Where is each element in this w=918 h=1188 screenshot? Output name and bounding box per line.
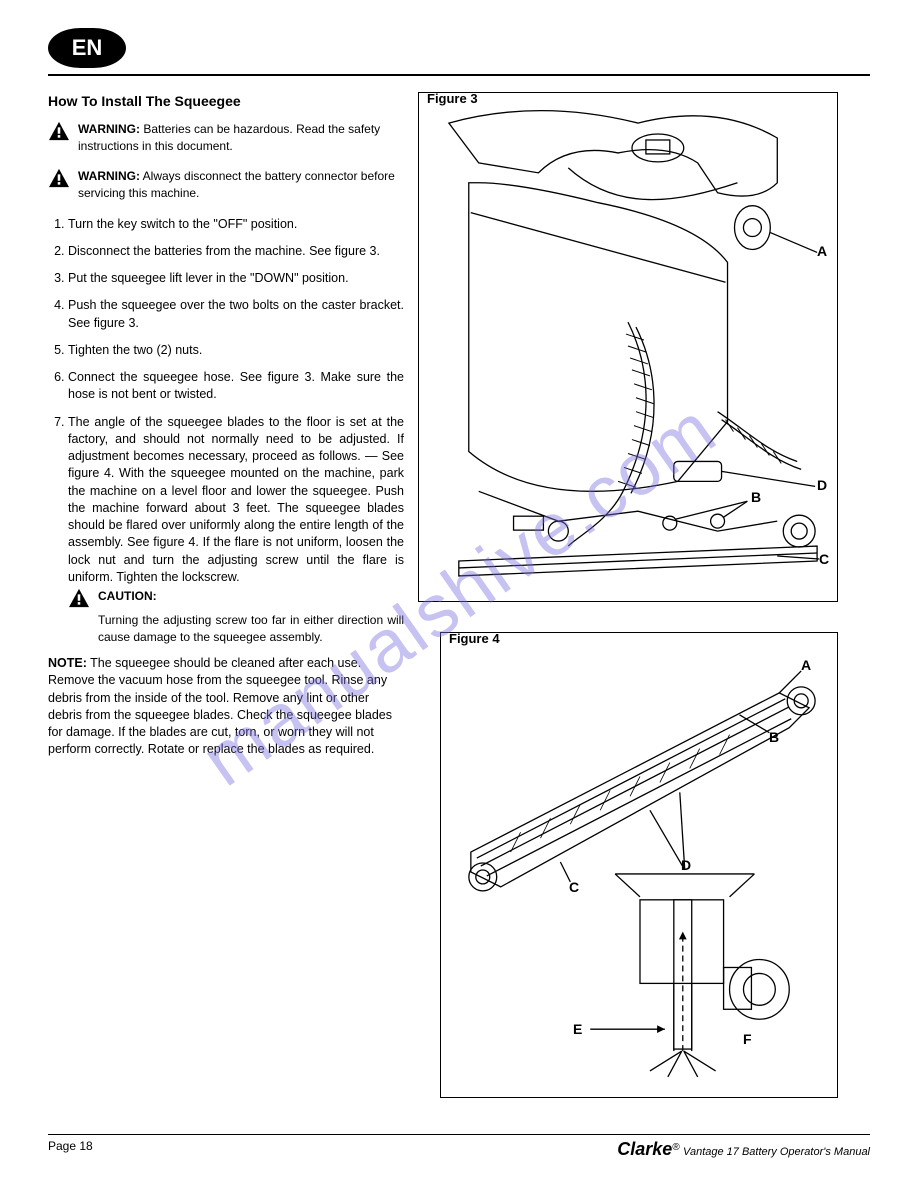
main-content: How To Install The Squeegee WARNING: Bat…: [48, 92, 870, 759]
caution-block: CAUTION: Turning the adjusting screw too…: [68, 588, 404, 645]
step-item: Push the squeegee over the two bolts on …: [68, 297, 404, 332]
footer-doc: Vantage 17 Battery Operator's Manual: [683, 1146, 870, 1158]
figure-3-diagram: [419, 93, 837, 601]
caution-label: CAUTION:: [98, 589, 157, 603]
note-block: NOTE: The squeegee should be cleaned aft…: [48, 655, 404, 759]
figure-4-callout-e: E: [573, 1021, 582, 1037]
step-item: The angle of the squeegee blades to the …: [68, 414, 404, 646]
warning-block-2: WARNING: Always disconnect the battery c…: [48, 168, 404, 201]
section-title: How To Install The Squeegee: [48, 92, 404, 111]
step-item: Tighten the two (2) nuts.: [68, 342, 404, 359]
figure-4-diagram: [441, 633, 837, 1097]
warning-text-1: WARNING: Batteries can be hazardous. Rea…: [78, 121, 404, 154]
figure-3-callout-d: D: [817, 477, 827, 493]
figure-3-callout-a: A: [817, 243, 827, 259]
step-item: Put the squeegee lift lever in the "DOWN…: [68, 270, 404, 287]
figure-4-callout-d: D: [681, 857, 691, 873]
figure-4-callout-b: B: [769, 729, 779, 745]
left-column: How To Install The Squeegee WARNING: Bat…: [48, 92, 418, 759]
header: EN: [48, 28, 870, 76]
warning-icon: [48, 121, 70, 141]
warning-icon: [68, 588, 90, 608]
steps-list: Turn the key switch to the "OFF" positio…: [48, 216, 404, 646]
figure-3-callout-b: B: [751, 489, 761, 505]
warning-label-2: WARNING:: [78, 169, 140, 183]
step-item: Disconnect the batteries from the machin…: [68, 243, 404, 260]
warning-text-2: WARNING: Always disconnect the battery c…: [78, 168, 404, 201]
figure-3-callout-c: C: [819, 551, 829, 567]
step-item: Connect the squeegee hose. See figure 3.…: [68, 369, 404, 404]
figure-3-box: Figure 3: [418, 92, 838, 602]
warning-label-1: WARNING:: [78, 122, 140, 136]
note-label: NOTE:: [48, 656, 87, 670]
right-column: Figure 3: [418, 92, 870, 759]
footer-reg: ®: [672, 1142, 679, 1153]
footer: Page 18 Clarke® Vantage 17 Battery Opera…: [48, 1134, 870, 1160]
figure-4-callout-a: A: [801, 657, 811, 673]
figure-4-box: Figure 4: [440, 632, 838, 1098]
warning-block-1: WARNING: Batteries can be hazardous. Rea…: [48, 121, 404, 154]
step-7-text: The angle of the squeegee blades to the …: [68, 415, 404, 584]
footer-page: Page 18: [48, 1139, 93, 1160]
footer-brand: Clarke: [617, 1139, 672, 1159]
caution-body: Turning the adjusting screw too far in e…: [68, 612, 404, 645]
figure-4-callout-f: F: [743, 1031, 752, 1047]
warning-icon: [48, 168, 70, 188]
note-text: The squeegee should be cleaned after eac…: [48, 656, 392, 756]
footer-brand-block: Clarke® Vantage 17 Battery Operator's Ma…: [617, 1139, 870, 1160]
step-item: Turn the key switch to the "OFF" positio…: [68, 216, 404, 233]
figure-4-callout-c: C: [569, 879, 579, 895]
language-pill: EN: [48, 28, 126, 68]
